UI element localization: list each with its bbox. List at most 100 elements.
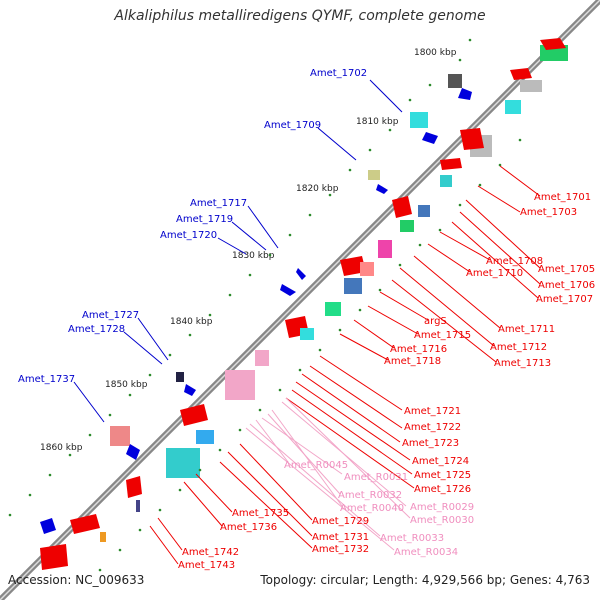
gene-arrow [510,68,532,80]
gene-label[interactable]: Amet_1743 [178,560,235,571]
gene-block [410,112,428,128]
gene-label[interactable]: argS [424,316,447,327]
gene-label[interactable]: Amet_1723 [402,438,459,449]
gene-label[interactable]: Amet_1708 [486,256,543,267]
gene-arrow [458,88,472,100]
gene-label[interactable]: Amet_1707 [536,294,593,305]
leader-lines-right [149,165,541,565]
rna-label[interactable]: Amet_R0034 [394,547,458,558]
gene-label[interactable]: Amet_1742 [182,547,239,558]
gene-label[interactable]: Amet_1736 [220,522,277,533]
rna-label[interactable]: Amet_R0045 [284,460,348,471]
gene-arrow [280,284,296,296]
gene-block [225,370,255,400]
gene-block [400,220,414,232]
rna-label[interactable]: Amet_R0040 [340,503,404,514]
gene-label[interactable]: Amet_1729 [312,516,369,527]
gene-label[interactable]: Amet_1719 [176,214,233,225]
gene-arrow [422,132,438,144]
gene-label[interactable]: Amet_1726 [414,484,471,495]
tick-label: 1820 kbp [296,184,339,194]
scale-dots [8,38,522,572]
gene-label[interactable]: Amet_1720 [160,230,217,241]
gene-block [196,430,214,444]
leader-lines-left [73,79,403,423]
gene-label[interactable]: Amet_1732 [312,544,369,555]
gene-label[interactable]: Amet_1728 [68,324,125,335]
tick-label: 1800 kbp [414,48,457,58]
rna-label[interactable]: Amet_R0031 [344,472,408,483]
gene-arrow [376,184,388,194]
tick-label: 1830 kbp [232,251,275,261]
gene-arrow [460,128,484,150]
gene-label[interactable]: Amet_1706 [538,280,595,291]
gene-label[interactable]: Amet_1713 [494,358,551,369]
gene-block [378,240,392,258]
leader-lines-rna [245,397,411,551]
gene-block [440,175,452,187]
tick-label: 1860 kbp [40,443,83,453]
gene-label[interactable]: Amet_1717 [190,198,247,209]
gene-block [166,448,200,478]
gene-label[interactable]: Amet_1715 [414,330,471,341]
tick-label: 1850 kbp [105,380,148,390]
gene-arrow [70,514,100,534]
gene-label[interactable]: Amet_1731 [312,532,369,543]
rna-label[interactable]: Amet_R0033 [380,533,444,544]
gene-arrow [126,444,140,460]
gene-label[interactable]: Amet_1705 [538,264,595,275]
gene-block [505,100,521,114]
gene-block [136,500,140,512]
gene-arrow [392,196,412,218]
gene-block [100,532,106,542]
gene-block [255,350,269,366]
gene-arrow [40,518,56,534]
gene-label[interactable]: Amet_1718 [384,356,441,367]
gene-block [520,80,542,92]
gene-block [344,278,362,294]
gene-block [418,205,430,217]
rna-label[interactable]: Amet_R0029 [410,502,474,513]
gene-label[interactable]: Amet_1725 [414,470,471,481]
gene-block [360,262,374,276]
gene-label[interactable]: Amet_1711 [498,324,555,335]
tick-label: 1810 kbp [356,117,399,127]
gene-label[interactable]: Amet_1703 [520,207,577,218]
gene-label[interactable]: Amet_1701 [534,192,591,203]
rna-label[interactable]: Amet_R0032 [338,490,402,501]
rna-label[interactable]: Amet_R0030 [410,515,474,526]
gene-arrow [126,476,142,498]
gene-label[interactable]: Amet_1709 [264,120,321,131]
gene-block [110,426,130,446]
forward-strand-genes [40,38,568,570]
gene-label[interactable]: Amet_1712 [490,342,547,353]
gene-block [176,372,184,382]
gene-label[interactable]: Amet_1716 [390,344,447,355]
gene-arrow [340,256,366,276]
gene-label[interactable]: Amet_1724 [412,456,469,467]
gene-label[interactable]: Amet_1735 [232,508,289,519]
accession-text: Accession: NC_009633 [8,573,145,587]
gene-arrow [440,158,462,170]
gene-label[interactable]: Amet_1710 [466,268,523,279]
gene-block [325,302,341,316]
gene-label[interactable]: Amet_1727 [82,310,139,321]
gene-label[interactable]: Amet_1721 [404,406,461,417]
gene-label[interactable]: Amet_1702 [310,68,367,79]
gene-block [448,74,462,88]
gene-arrow [184,384,196,396]
gene-block [368,170,380,180]
gene-arrow [540,38,566,50]
topology-text: Topology: circular; Length: 4,929,566 bp… [260,573,590,587]
gene-label[interactable]: Amet_1737 [18,374,75,385]
reverse-strand-genes [40,74,472,534]
gene-arrow [40,544,68,570]
gene-arrow [296,268,306,280]
gene-block [300,328,314,340]
gene-arrow [180,404,208,426]
map-title: Alkaliphilus metalliredigens QYMF, compl… [114,8,486,24]
gene-label[interactable]: Amet_1722 [404,422,461,433]
